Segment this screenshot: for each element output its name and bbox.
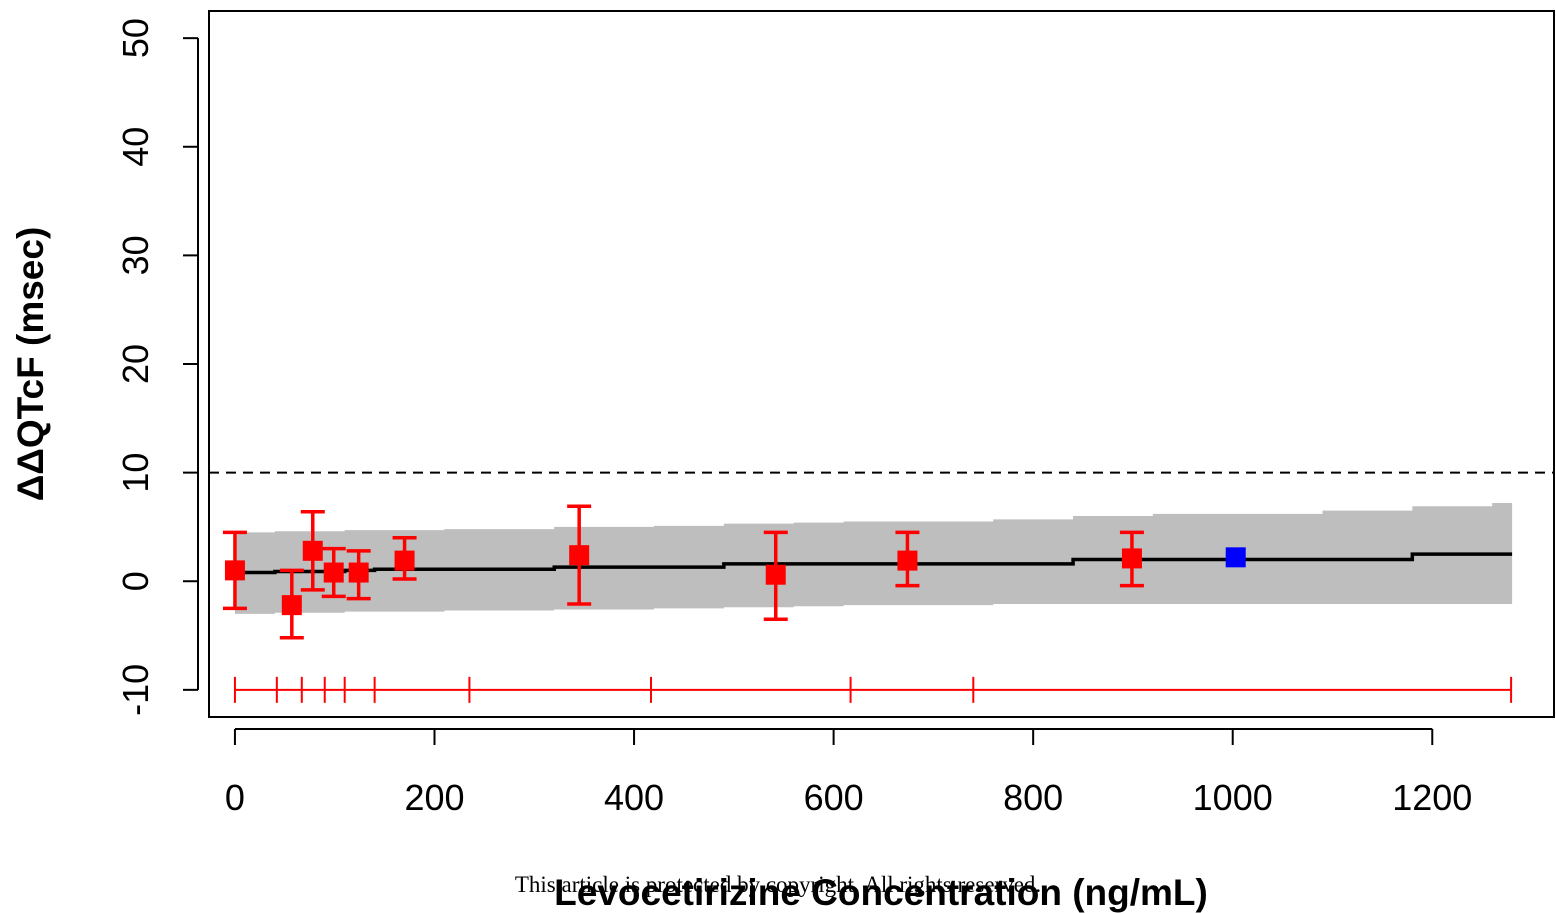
- data-point: [765, 564, 786, 585]
- y-tick-label: 20: [115, 344, 156, 384]
- x-tick-label: 400: [604, 777, 664, 818]
- y-tick-label: 10: [115, 453, 156, 493]
- y-tick-label: -10: [115, 664, 156, 716]
- data-points-layer: [222, 504, 1246, 640]
- data-point: [1121, 548, 1142, 569]
- y-tick-label: 50: [115, 18, 156, 58]
- y-tick-label: 40: [115, 127, 156, 167]
- y-axis: -10 0 10 20 30 40 50: [115, 18, 199, 716]
- y-tick-label: 0: [115, 571, 156, 591]
- data-point: [897, 550, 918, 571]
- x-tick-label: 800: [1003, 777, 1063, 818]
- x-tick-label: 0: [225, 777, 245, 818]
- x-tick-label: 1000: [1193, 777, 1273, 818]
- data-point: [569, 545, 590, 566]
- data-point: [394, 550, 415, 571]
- concentration-rug-layer: [233, 676, 1513, 703]
- data-point: [302, 540, 323, 561]
- data-point: [323, 562, 344, 583]
- plot-frame: [208, 10, 1555, 718]
- x-axis-title: Levocetirizine Concentration (ng/mL): [554, 872, 1208, 913]
- data-point: [1225, 547, 1246, 568]
- y-tick-label: 30: [115, 235, 156, 275]
- data-point: [348, 562, 369, 583]
- x-tick-label: 1200: [1392, 777, 1472, 818]
- confidence-band-layer: [234, 503, 1513, 614]
- x-axis: 0 200 400 600 800 1000 1200: [225, 728, 1472, 818]
- x-tick-label: 600: [804, 777, 864, 818]
- data-point: [281, 595, 302, 616]
- copyright-watermark: This article is protected by copyright. …: [514, 872, 1042, 897]
- y-axis-title: ΔΔQTcF (msec): [10, 227, 51, 502]
- data-point: [224, 560, 245, 581]
- confidence-band: [234, 503, 1513, 614]
- x-tick-label: 200: [404, 777, 464, 818]
